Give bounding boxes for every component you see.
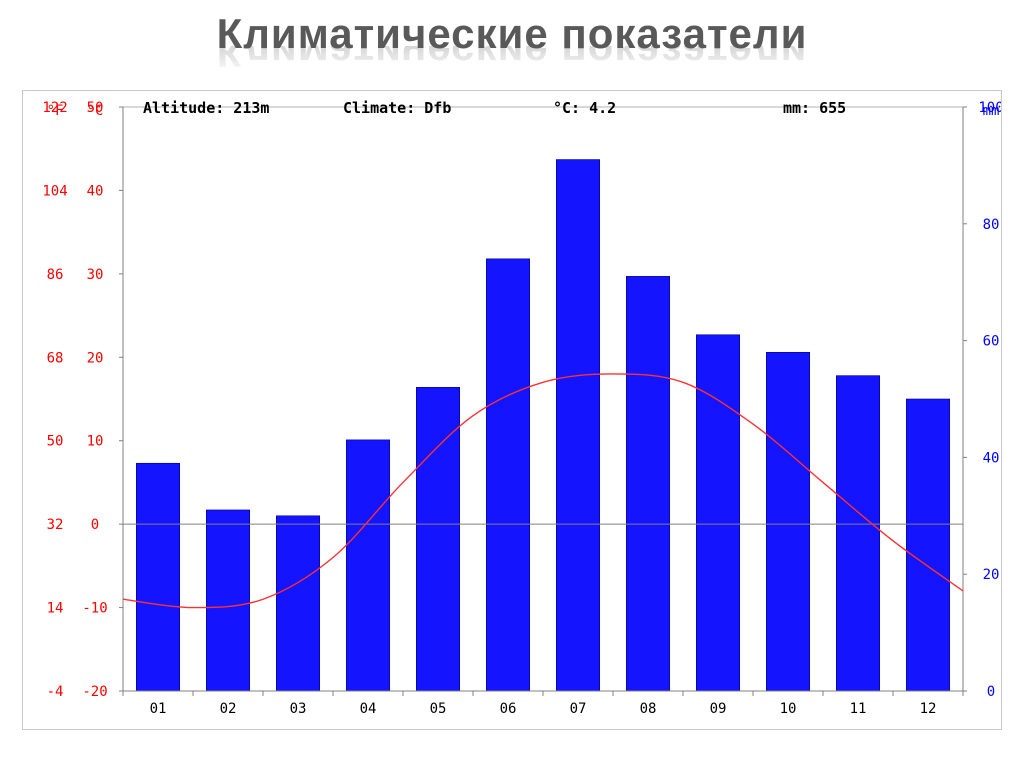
month-label: 01 [150,701,167,717]
mm-tick: 60 [983,334,1000,350]
month-label: 12 [920,701,937,717]
page-title-reflection: Климатические показатели [0,46,1024,76]
month-label: 09 [710,701,727,717]
precip-bar [136,463,179,691]
f-tick: -4 [47,684,64,700]
c-tick: -10 [82,601,107,617]
precip-bar [626,276,669,691]
climate-chart-svg: °F°C5012240104308620681050032-1014-20-4m… [23,91,1001,729]
month-label: 07 [570,701,587,717]
precip-bar [276,516,319,691]
precip-bar [486,259,529,691]
header-avg-c: °C: 4.2 [553,99,616,117]
c-tick: -20 [82,684,107,700]
mm-tick: 80 [983,217,1000,233]
precip-bar [346,440,389,691]
month-label: 08 [640,701,657,717]
precip-bar [766,352,809,691]
header-climate: Climate: Dfb [343,99,451,117]
f-tick: 86 [47,267,64,283]
month-label: 06 [500,701,517,717]
precip-bar [906,399,949,691]
mm-tick: 100 [978,100,1001,116]
month-label: 02 [220,701,237,717]
c-tick: 50 [87,100,104,116]
c-tick: 20 [87,350,104,366]
mm-tick: 40 [983,450,1000,466]
c-tick: 40 [87,183,104,199]
c-tick: 0 [91,517,99,533]
precip-bar [416,387,459,691]
f-tick: 122 [42,100,67,116]
mm-tick: 0 [987,684,995,700]
precip-bar [556,160,599,691]
month-label: 04 [360,701,377,717]
precip-bar [836,376,879,691]
c-tick: 10 [87,434,104,450]
header-altitude: Altitude: 213m [143,99,269,117]
month-label: 03 [290,701,307,717]
precip-bar [696,335,739,691]
f-tick: 14 [47,601,64,617]
month-label: 11 [850,701,867,717]
f-tick: 50 [47,434,64,450]
header-precip: mm: 655 [783,99,846,117]
c-tick: 30 [87,267,104,283]
climate-chart: °F°C5012240104308620681050032-1014-20-4m… [22,90,1002,730]
mm-tick: 20 [983,567,1000,583]
month-label: 10 [780,701,797,717]
f-tick: 32 [47,517,64,533]
f-tick: 68 [47,350,64,366]
month-label: 05 [430,701,447,717]
precip-bar [206,510,249,691]
f-tick: 104 [42,183,67,199]
